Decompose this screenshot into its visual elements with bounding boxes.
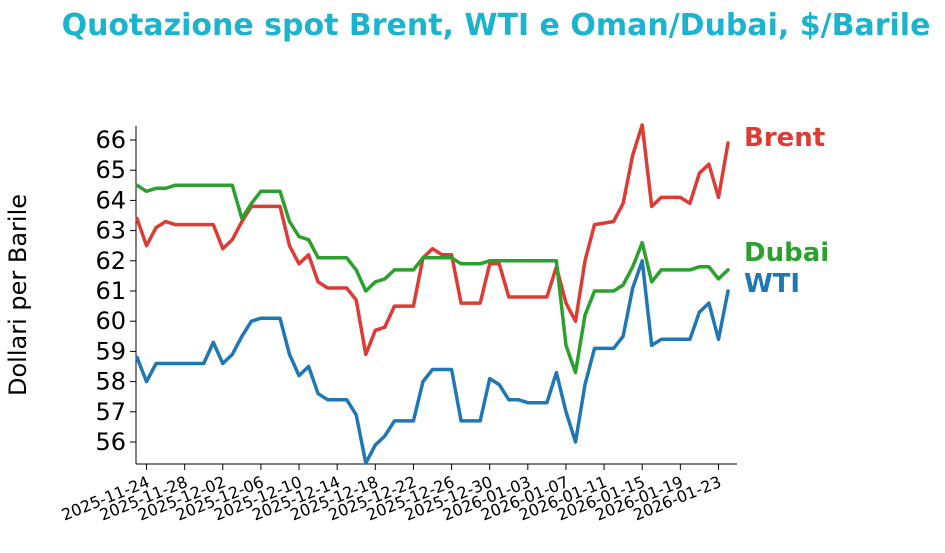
y-tick-label: 66 [95, 126, 126, 154]
y-tick-label: 64 [95, 186, 126, 214]
series-lines [135, 123, 730, 465]
chart-title: Quotazione spot Brent, WTI e Oman/Dubai,… [62, 8, 931, 43]
series-line-dubai [135, 183, 730, 375]
y-tick-label: 59 [95, 337, 126, 365]
y-tick-label: 65 [95, 156, 126, 184]
series-line-brent [135, 123, 730, 357]
y-tick-label: 61 [95, 277, 126, 305]
x-axis: 2025-11-242025-11-282025-12-022025-12-06… [59, 463, 737, 525]
series-line-wti [135, 259, 730, 465]
series-label-brent: Brent [744, 123, 825, 153]
y-tick-label: 60 [95, 307, 126, 335]
series-label-wti: WTI [744, 269, 800, 299]
y-tick-label: 62 [95, 247, 126, 275]
y-tick-label: 63 [95, 217, 126, 245]
y-axis-label: Dollari per Barile [4, 194, 32, 396]
y-tick-label: 58 [95, 368, 126, 396]
y-tick-label: 57 [95, 398, 126, 426]
y-tick-label: 56 [95, 428, 126, 456]
series-label-dubai: Dubai [744, 238, 829, 268]
